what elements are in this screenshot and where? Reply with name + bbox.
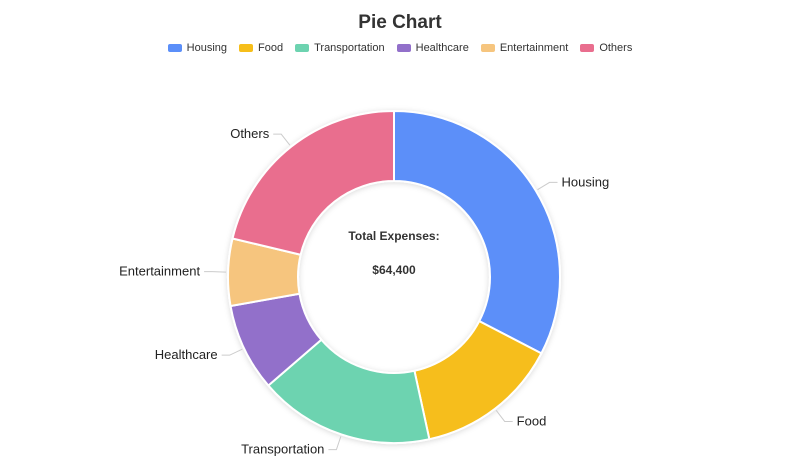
legend-item-healthcare[interactable]: Healthcare <box>396 42 469 54</box>
slice-label-housing: Housing <box>562 174 610 189</box>
slice-label-healthcare: Healthcare <box>155 347 218 362</box>
slice-others[interactable] <box>231 110 395 256</box>
slice-label-transportation: Transportation <box>241 442 324 457</box>
slice-label-entertainment: Entertainment <box>119 264 200 279</box>
leader-line-housing <box>537 181 558 191</box>
leader-line-food <box>495 410 513 422</box>
center-value: $64,400 <box>372 263 416 277</box>
leader-line-others <box>273 133 291 146</box>
legend-swatch-housing <box>167 44 182 52</box>
legend-swatch-healthcare <box>396 44 411 52</box>
legend-swatch-transportation <box>295 44 310 52</box>
slice-label-others: Others <box>230 126 270 141</box>
legend-item-housing[interactable]: Housing <box>167 42 228 54</box>
legend: Housing Food Transportation Healthcare E… <box>0 42 800 54</box>
legend-item-entertainment[interactable]: Entertainment <box>480 42 569 54</box>
legend-label-housing: Housing <box>186 42 228 54</box>
legend-label-transportation: Transportation <box>314 42 385 54</box>
legend-swatch-food <box>239 44 254 52</box>
center-label: Total Expenses: <box>348 229 439 243</box>
legend-item-transportation[interactable]: Transportation <box>295 42 385 54</box>
legend-swatch-entertainment <box>480 44 495 52</box>
legend-item-food[interactable]: Food <box>239 42 283 54</box>
slice-housing[interactable] <box>393 110 561 355</box>
legend-label-entertainment: Entertainment <box>499 42 569 54</box>
legend-item-others[interactable]: Others <box>580 42 632 54</box>
chart-title: Pie Chart <box>358 12 442 33</box>
legend-label-others: Others <box>599 42 633 54</box>
slice-label-food: Food <box>517 413 547 428</box>
leader-line-healthcare <box>221 348 243 356</box>
leader-line-transportation <box>328 436 342 451</box>
legend-label-food: Food <box>258 42 284 54</box>
legend-swatch-others <box>580 44 595 52</box>
legend-label-healthcare: Healthcare <box>415 42 469 54</box>
